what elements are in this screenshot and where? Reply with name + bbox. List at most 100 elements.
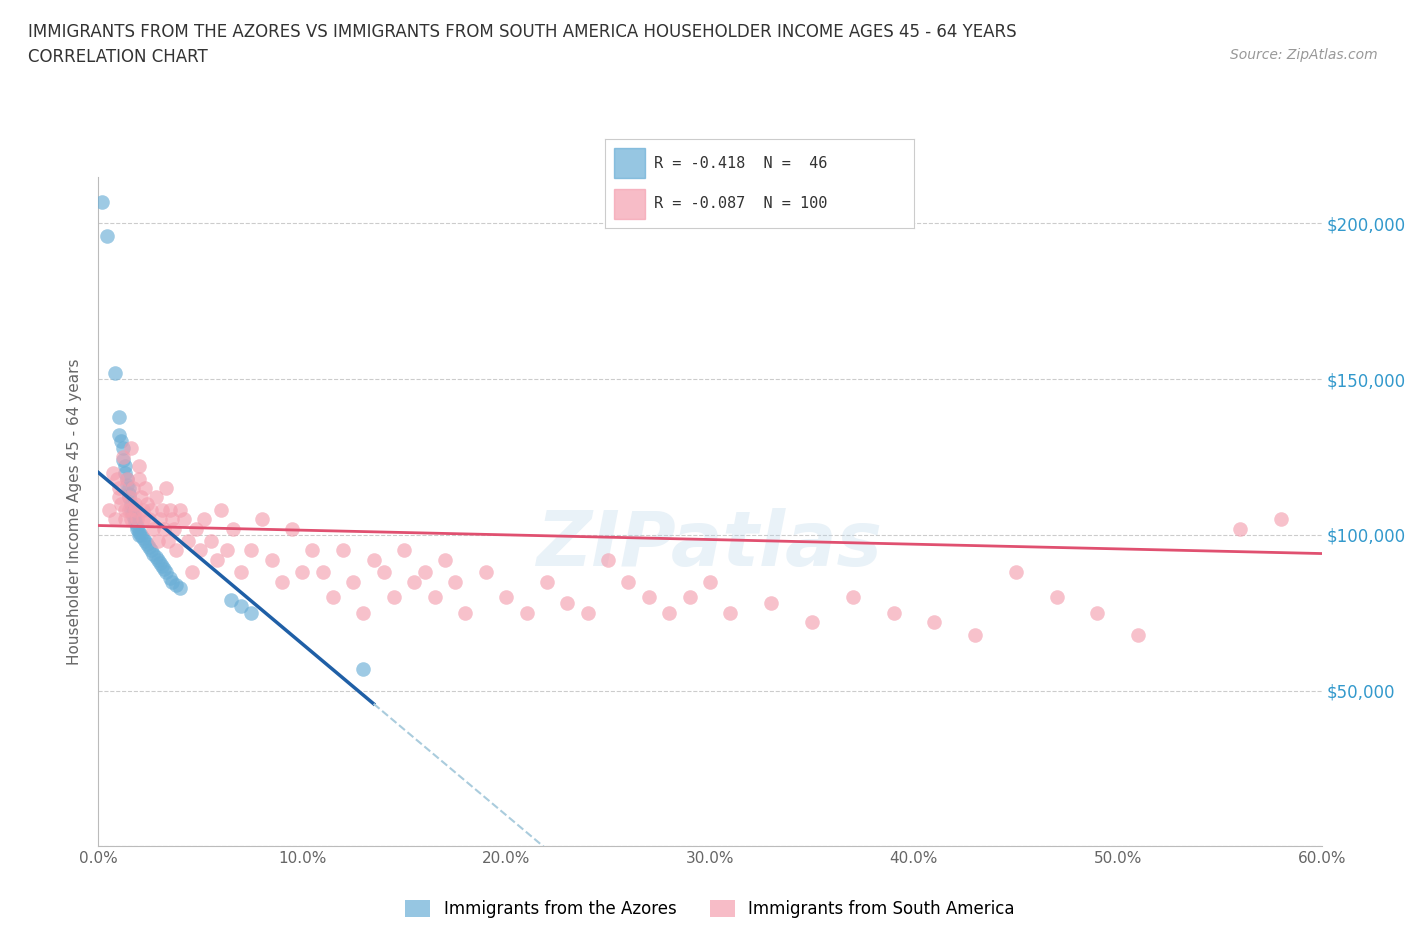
Point [240, 605, 263, 620]
Point [188, 543, 212, 558]
Point [114, 465, 136, 480]
Point [118, 490, 141, 505]
Point [152, 521, 174, 536]
Point [301, 543, 323, 558]
Point [205, 552, 228, 567]
Point [129, 527, 152, 542]
Point [104, 512, 127, 526]
Point [557, 596, 579, 611]
Point [150, 559, 173, 574]
Point [155, 565, 177, 579]
Point [122, 509, 145, 524]
Point [142, 546, 165, 561]
Point [156, 534, 179, 549]
Text: IMMIGRANTS FROM THE AZORES VS IMMIGRANTS FROM SOUTH AMERICA HOUSEHOLDER INCOME A: IMMIGRANTS FROM THE AZORES VS IMMIGRANTS… [28, 23, 1017, 41]
Point [281, 521, 304, 536]
Point [222, 521, 245, 536]
Text: R = -0.418  N =  46: R = -0.418 N = 46 [654, 156, 828, 171]
Point [322, 590, 344, 604]
Point [150, 502, 173, 517]
Point [965, 627, 987, 642]
Point [1229, 521, 1251, 536]
Point [1128, 627, 1150, 642]
Point [108, 481, 131, 496]
Point [132, 502, 155, 517]
Point [352, 661, 374, 676]
Point [181, 565, 204, 579]
Point [352, 605, 374, 620]
Point [115, 472, 138, 486]
Point [679, 590, 702, 604]
Point [240, 543, 263, 558]
Point [128, 525, 150, 539]
Point [128, 527, 150, 542]
Point [132, 530, 155, 545]
Point [108, 409, 131, 424]
Point [110, 497, 132, 512]
Point [219, 592, 242, 607]
Point [111, 453, 134, 468]
Y-axis label: Householder Income Ages 45 - 64 years: Householder Income Ages 45 - 64 years [67, 358, 83, 665]
Point [97, 502, 120, 517]
Point [120, 512, 142, 526]
Point [270, 574, 294, 589]
Point [118, 490, 141, 505]
Point [127, 512, 149, 526]
Point [152, 562, 174, 577]
Point [342, 574, 364, 589]
Point [200, 534, 222, 549]
Point [1045, 590, 1069, 604]
Point [120, 497, 142, 512]
Point [841, 590, 863, 604]
Point [128, 458, 150, 473]
Point [120, 440, 142, 455]
Point [444, 574, 467, 589]
Point [312, 565, 335, 579]
Point [474, 565, 498, 579]
Point [761, 596, 783, 611]
Point [404, 574, 426, 589]
Point [124, 512, 146, 526]
Point [1270, 512, 1292, 526]
Point [1085, 605, 1108, 620]
Point [115, 472, 138, 486]
Point [169, 502, 191, 517]
Point [454, 605, 477, 620]
Point [129, 490, 152, 505]
Point [231, 565, 253, 579]
Point [231, 599, 253, 614]
Point [118, 487, 141, 502]
Point [141, 502, 163, 517]
Point [159, 502, 181, 517]
Point [699, 574, 721, 589]
Point [495, 590, 517, 604]
Point [160, 512, 183, 526]
Point [373, 565, 395, 579]
Point [922, 615, 945, 630]
Point [122, 506, 145, 521]
Point [149, 512, 172, 526]
Point [638, 590, 661, 604]
Point [120, 502, 142, 517]
Point [132, 512, 155, 526]
Bar [614, 149, 645, 179]
Point [617, 574, 640, 589]
Point [105, 472, 128, 486]
Point [96, 229, 118, 244]
Point [155, 481, 177, 496]
Bar [614, 189, 645, 219]
Point [145, 490, 167, 505]
Point [536, 574, 558, 589]
Point [193, 512, 215, 526]
Point [141, 543, 163, 558]
Point [363, 552, 385, 567]
Text: Source: ZipAtlas.com: Source: ZipAtlas.com [1230, 48, 1378, 62]
Point [382, 590, 405, 604]
Point [260, 552, 283, 567]
Point [134, 481, 156, 496]
Point [114, 458, 136, 473]
Point [149, 555, 172, 570]
Point [114, 512, 136, 526]
Point [516, 605, 538, 620]
Point [128, 472, 150, 486]
